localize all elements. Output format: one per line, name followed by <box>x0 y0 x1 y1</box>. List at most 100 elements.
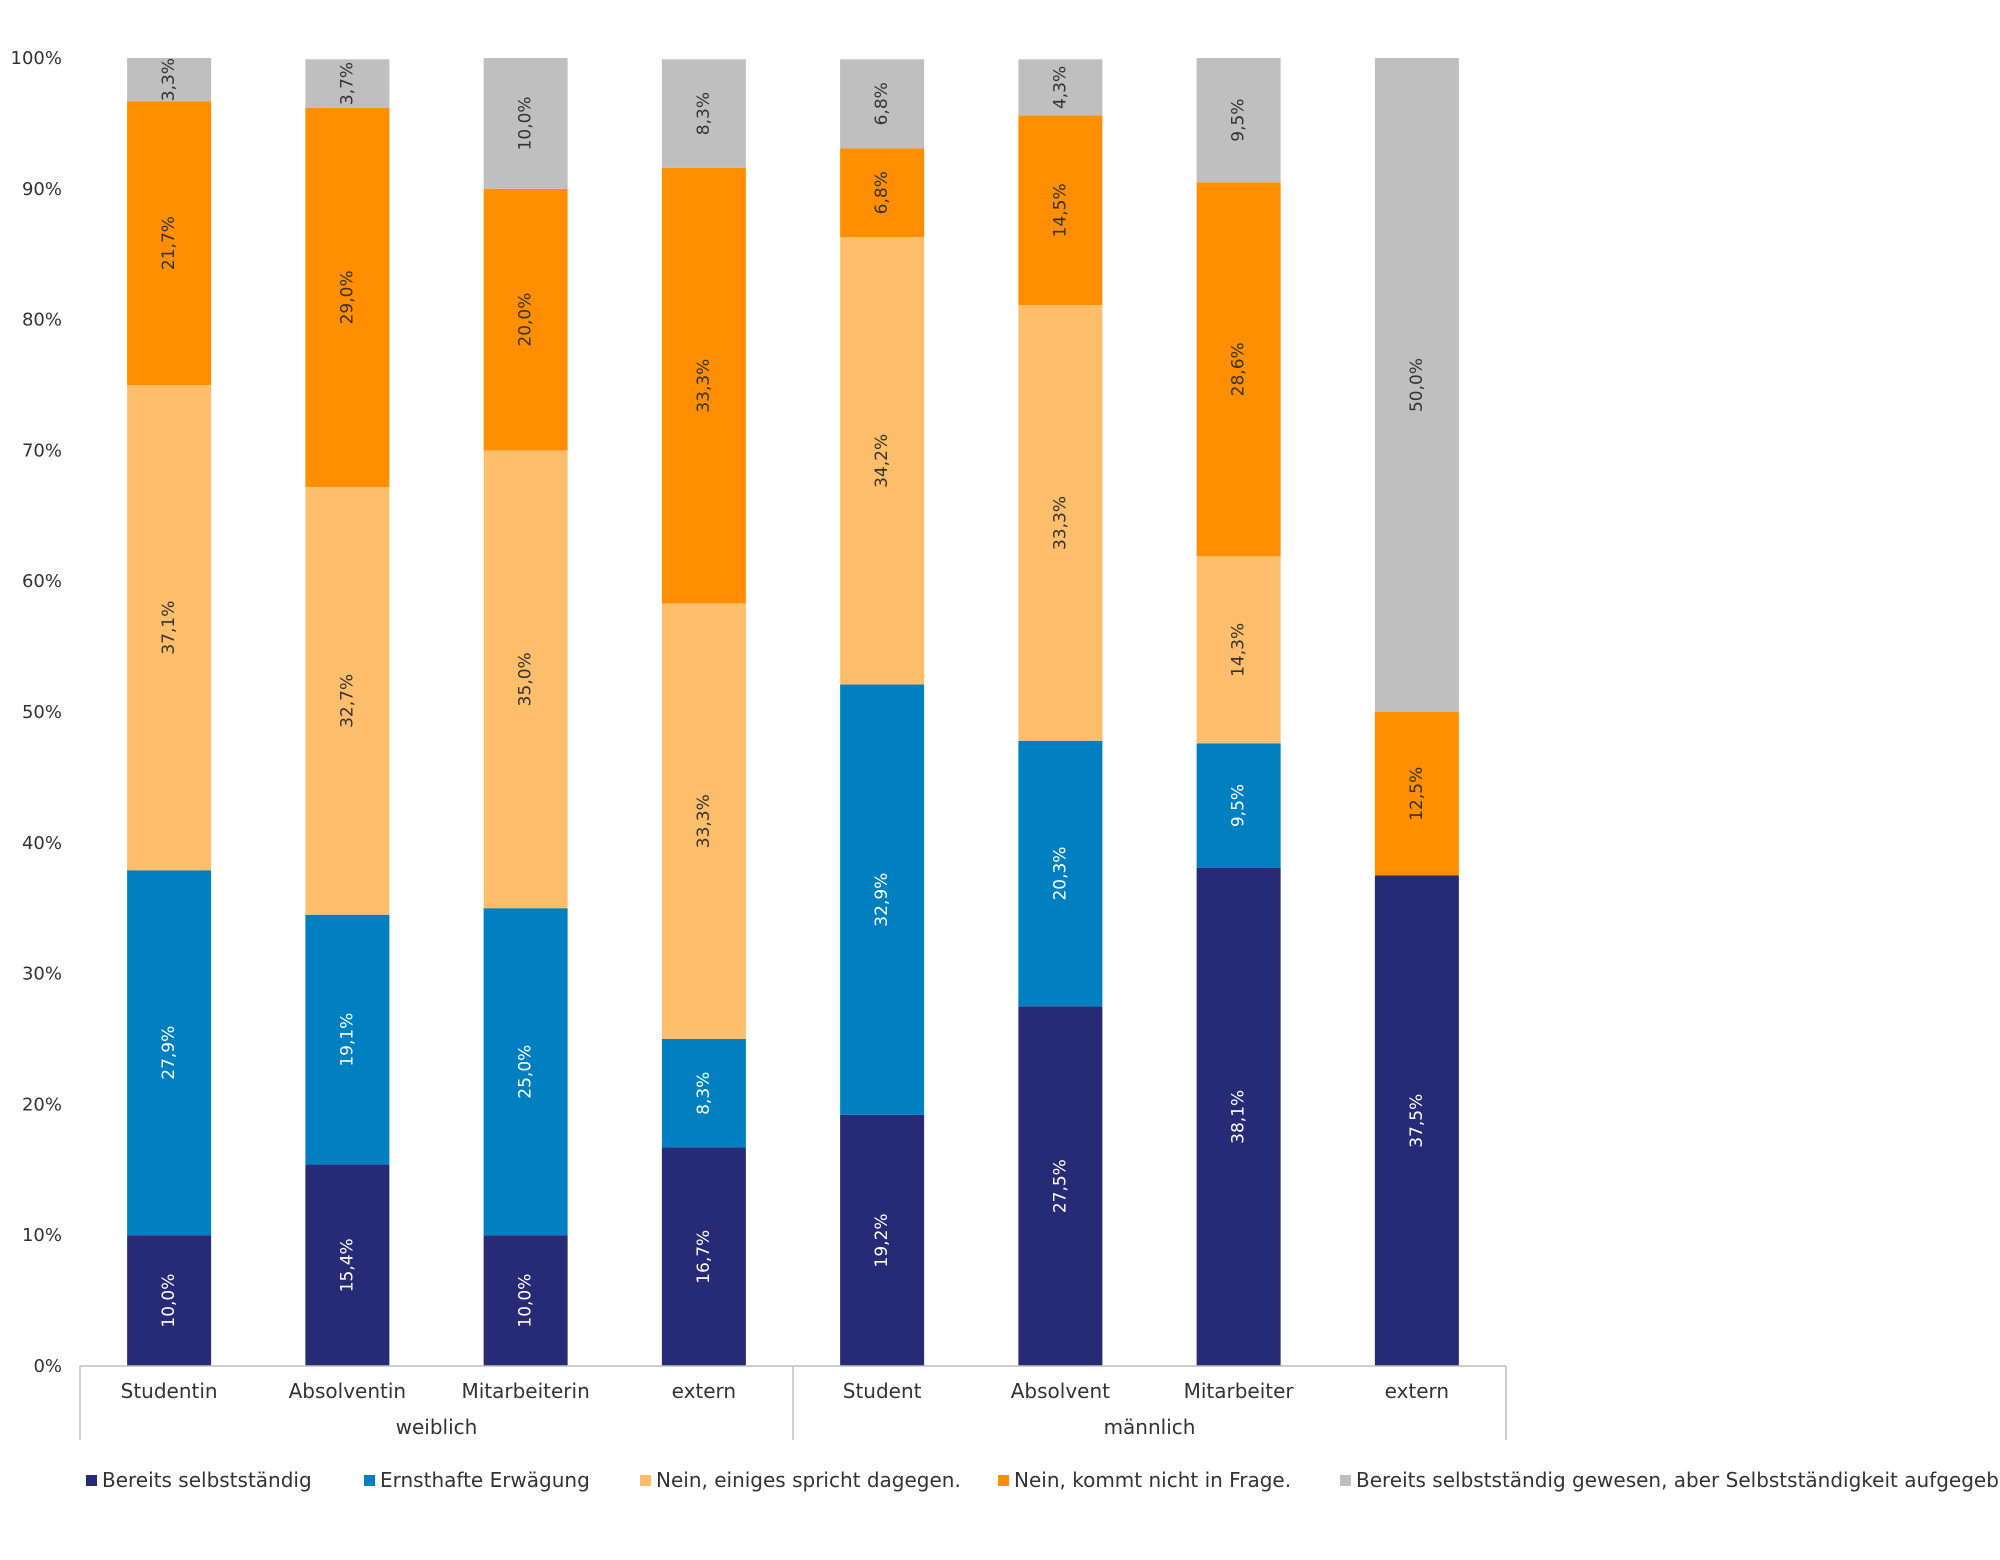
bar-segment <box>661 1147 746 1366</box>
bar-segment <box>661 1039 746 1148</box>
bar-segment <box>305 107 390 488</box>
data-label: 32,7% <box>337 674 357 728</box>
y-tick-label: 0% <box>33 1356 62 1377</box>
group-label: weiblich <box>396 1415 478 1439</box>
legend[interactable]: Bereits selbstständig Ernsthafte Erwägung… <box>86 1468 2000 1492</box>
bar-segment <box>840 684 925 1115</box>
bar-segment <box>127 870 212 1236</box>
data-label: 19,2% <box>872 1213 892 1267</box>
legend-label: Bereits selbstständig gewesen, aber Selb… <box>1356 1468 2000 1492</box>
data-label: 8,3% <box>694 1072 714 1115</box>
data-label: 37,5% <box>1407 1094 1427 1148</box>
x-axis: Studentin Absolventin Mitarbeiterin extern S… <box>79 1365 1507 1440</box>
bar-segment <box>1018 59 1103 116</box>
y-tick-label: 80% <box>22 310 62 331</box>
y-axis: 0% 10% 20% 30% 40% 50% 60% 70% 80% 90% 100% <box>11 48 62 1377</box>
bar-segment <box>840 1114 925 1366</box>
data-label: 33,3% <box>1050 496 1070 550</box>
bar-segment <box>1018 305 1103 741</box>
bar-segment <box>1196 182 1281 557</box>
data-label: 32,9% <box>872 873 892 927</box>
category-label: Absolvent <box>1011 1379 1110 1403</box>
bar-stack: 15,4% 19,1% 32,7% 29,0% 3,7% <box>305 59 390 1366</box>
y-tick-label: 60% <box>22 571 62 592</box>
category-label: Absolventin <box>289 1379 406 1403</box>
bar-segment <box>483 908 568 1236</box>
category-label: Student <box>843 1379 922 1403</box>
data-label: 6,8% <box>872 171 892 214</box>
data-label: 14,3% <box>1229 623 1249 677</box>
bar-segment <box>840 59 925 149</box>
data-label: 16,7% <box>694 1230 714 1284</box>
y-tick-label: 70% <box>22 440 62 461</box>
category-label: Studentin <box>121 1379 218 1403</box>
category-label: Mitarbeiterin <box>461 1379 589 1403</box>
bar-segment <box>1018 115 1103 306</box>
bar-segment <box>1018 740 1103 1007</box>
y-tick-label: 100% <box>11 48 62 69</box>
bar-segment <box>305 914 390 1165</box>
legend-label: Nein, einiges spricht dagegen. <box>656 1468 961 1492</box>
bar-segment <box>1018 1006 1103 1366</box>
data-label: 10,0% <box>516 96 536 150</box>
data-label: 19,1% <box>337 1013 357 1067</box>
legend-label: Ernsthafte Erwägung <box>380 1468 590 1492</box>
data-label: 10,0% <box>516 1274 536 1328</box>
bars: 10,0% 27,9% 37,1% 21,7% 3,3% 15,4% 19,1% 32,7% 2… <box>127 58 1459 1366</box>
legend-item[interactable]: Bereits selbstständig gewesen, aber Selb… <box>1340 1468 2000 1492</box>
legend-swatch <box>86 1475 97 1486</box>
legend-item[interactable]: Bereits selbstständig <box>86 1468 312 1492</box>
data-label: 12,5% <box>1407 767 1427 821</box>
bar-segment <box>305 487 390 915</box>
data-label: 3,7% <box>337 62 357 105</box>
group-label: männlich <box>1104 1415 1196 1439</box>
y-tick-label: 90% <box>22 179 62 200</box>
legend-item[interactable]: Nein, einiges spricht dagegen. <box>640 1468 961 1492</box>
bar-segment <box>840 148 925 238</box>
data-label: 34,2% <box>872 434 892 488</box>
data-label: 25,0% <box>516 1045 536 1099</box>
bar-stack: 10,0% 27,9% 37,1% 21,7% 3,3% <box>127 58 212 1366</box>
y-tick-label: 30% <box>22 964 62 985</box>
data-label: 50,0% <box>1407 358 1427 412</box>
bar-segment <box>1374 712 1459 876</box>
bar-segment <box>483 58 568 189</box>
category-label: extern <box>672 1379 736 1403</box>
data-label: 3,3% <box>159 58 179 101</box>
bar-stack: 37,5% 12,5% 50,0% <box>1374 58 1459 1366</box>
data-label: 10,0% <box>159 1274 179 1328</box>
bar-segment <box>127 385 212 871</box>
data-label: 37,1% <box>159 601 179 655</box>
category-label: extern <box>1385 1379 1449 1403</box>
data-label: 9,5% <box>1229 784 1249 827</box>
bar-segment <box>840 237 925 685</box>
data-label: 33,3% <box>694 359 714 413</box>
legend-item[interactable]: Nein, kommt nicht in Frage. <box>998 1468 1291 1492</box>
data-label: 15,4% <box>337 1238 357 1292</box>
legend-swatch <box>998 1475 1009 1486</box>
data-label: 14,5% <box>1050 183 1070 237</box>
bar-segment <box>127 101 212 385</box>
bar-segment <box>127 1235 212 1366</box>
category-label: Mitarbeiter <box>1184 1379 1295 1403</box>
y-tick-label: 40% <box>22 833 62 854</box>
legend-item[interactable]: Ernsthafte Erwägung <box>364 1468 590 1492</box>
bar-stack: 38,1% 9,5% 14,3% 28,6% 9,5% <box>1196 58 1281 1366</box>
data-label: 28,6% <box>1229 342 1249 396</box>
legend-swatch <box>364 1475 375 1486</box>
bar-segment <box>661 59 746 168</box>
data-label: 4,3% <box>1050 66 1070 109</box>
data-label: 35,0% <box>516 652 536 706</box>
bar-segment <box>1196 867 1281 1366</box>
bar-segment <box>1196 743 1281 868</box>
bar-segment <box>1374 58 1459 712</box>
bar-segment <box>483 1235 568 1366</box>
legend-swatch <box>640 1475 651 1486</box>
data-label: 21,7% <box>159 216 179 270</box>
y-tick-label: 10% <box>22 1225 62 1246</box>
bar-stack: 16,7% 8,3% 33,3% 33,3% 8,3% <box>661 59 746 1366</box>
legend-swatch <box>1340 1475 1351 1486</box>
bar-segment <box>305 59 390 108</box>
bar-stack: 27,5% 20,3% 33,3% 14,5% 4,3% <box>1018 59 1103 1366</box>
